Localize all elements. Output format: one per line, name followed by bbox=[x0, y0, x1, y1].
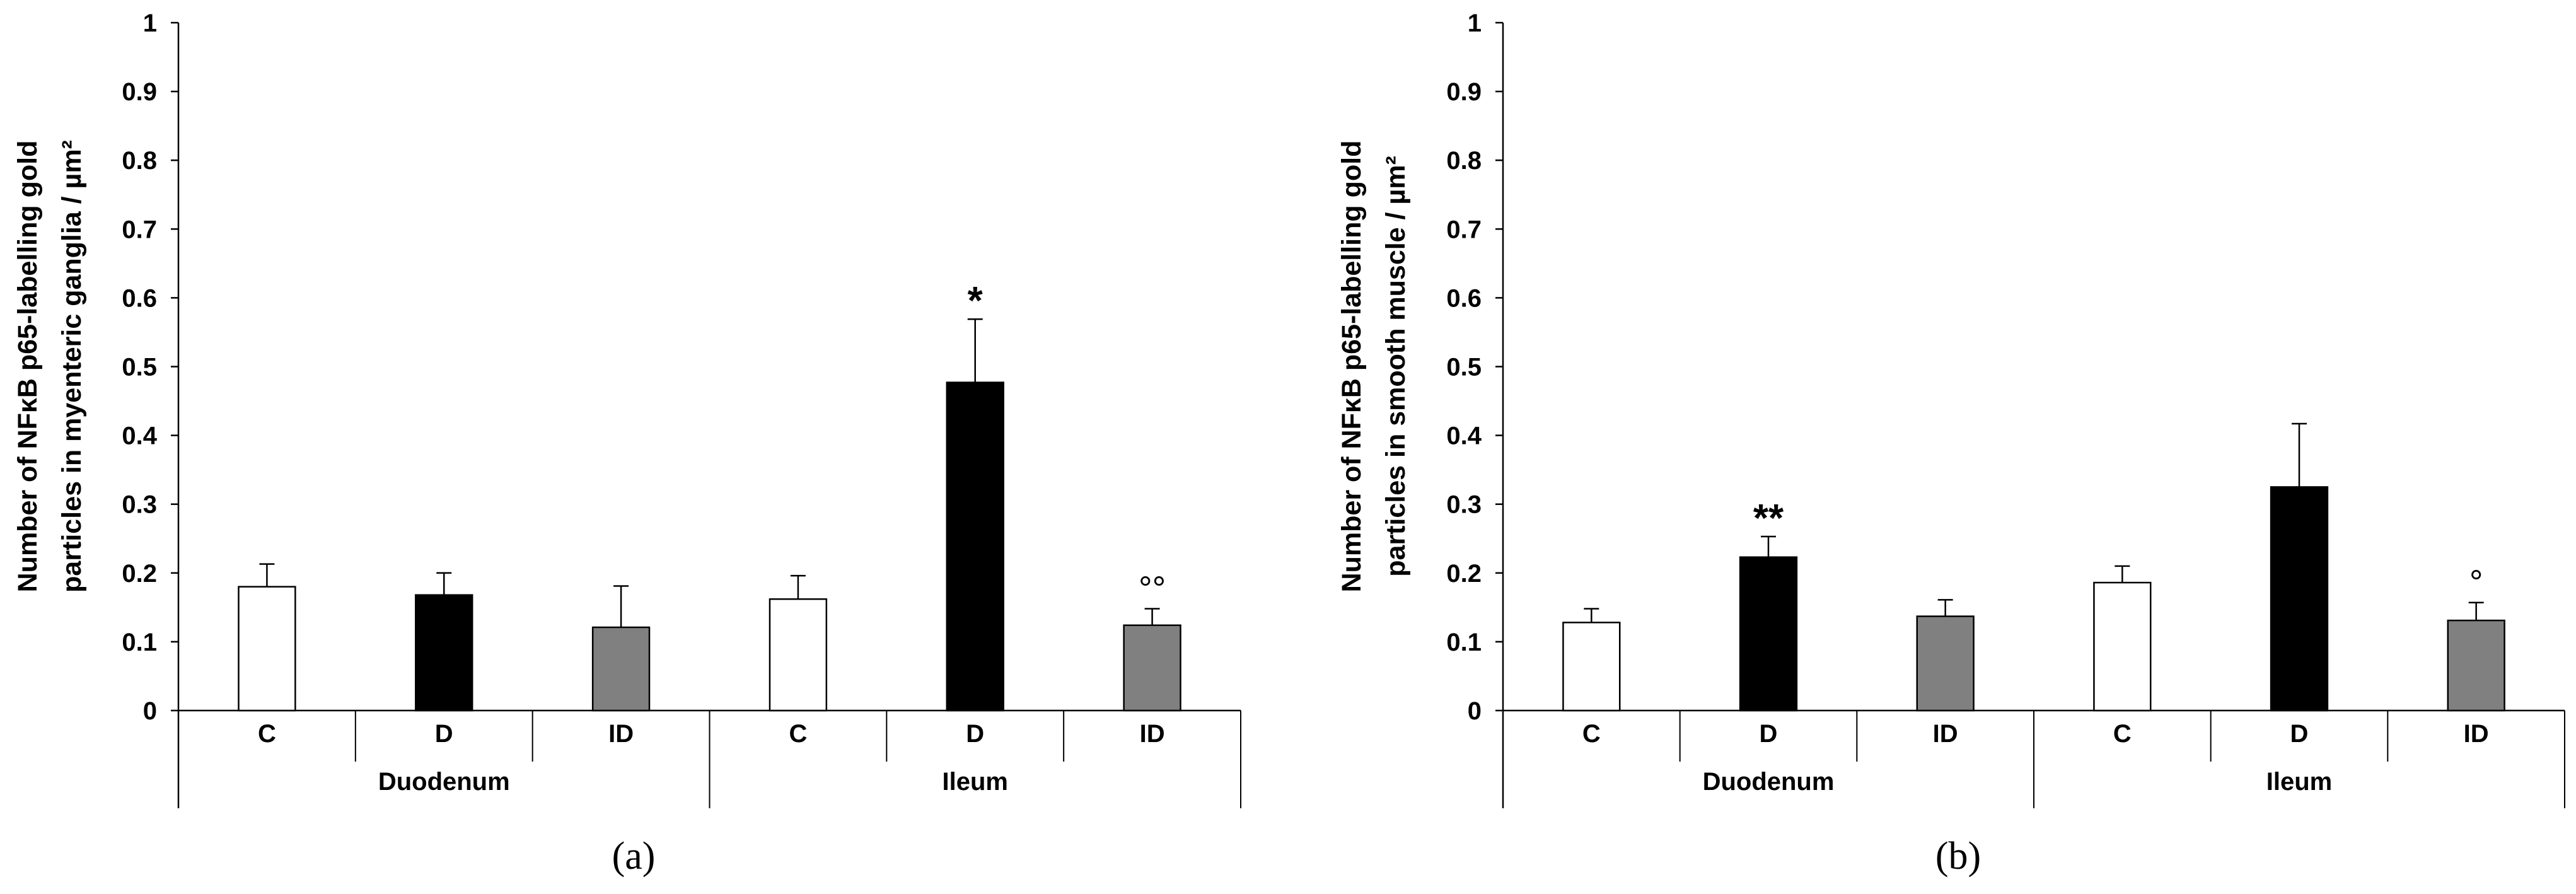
y-tick-label: 0 bbox=[1468, 697, 1482, 725]
significance-marker: ** bbox=[1753, 497, 1784, 540]
y-tick-label: 0.8 bbox=[1446, 147, 1482, 175]
bar bbox=[946, 381, 1004, 712]
category-label: C bbox=[2113, 720, 2132, 748]
y-tick-label: 0.1 bbox=[1446, 629, 1482, 656]
y-tick-label: 1 bbox=[1468, 9, 1482, 37]
category-label: C bbox=[258, 720, 276, 748]
y-tick-label: 0.7 bbox=[122, 216, 157, 243]
y-tick-label: 0.3 bbox=[122, 491, 157, 519]
y-tick-label: 0.2 bbox=[1446, 560, 1482, 588]
category-label: ID bbox=[2464, 720, 2489, 748]
y-axis-title-line2: particles in smooth muscle / µm² bbox=[1381, 156, 1411, 577]
y-axis-title-line1: Number of NFκB p65-labelling gold bbox=[1337, 141, 1367, 593]
group-label: Ileum bbox=[943, 768, 1008, 796]
bar bbox=[2093, 581, 2152, 712]
y-tick-label: 0.7 bbox=[1446, 216, 1482, 243]
y-tick-label: 0.4 bbox=[1446, 422, 1482, 450]
panel-label: (b) bbox=[1935, 835, 1981, 878]
y-tick-label: 0.5 bbox=[1446, 354, 1482, 381]
significance-marker: ° bbox=[2469, 564, 2483, 601]
significance-marker: * bbox=[968, 279, 983, 323]
bar bbox=[1123, 624, 1181, 712]
category-label: D bbox=[1760, 720, 1778, 748]
panel-label: (a) bbox=[612, 835, 656, 878]
group-label: Duodenum bbox=[378, 768, 510, 796]
category-label: C bbox=[1582, 720, 1601, 748]
bar bbox=[2447, 619, 2505, 712]
group-label: Duodenum bbox=[1703, 768, 1835, 796]
y-tick-label: 0.5 bbox=[122, 354, 157, 381]
y-tick-label: 0.8 bbox=[122, 147, 157, 175]
y-tick-label: 0.3 bbox=[1446, 491, 1482, 519]
y-tick-label: 1 bbox=[143, 9, 157, 37]
y-tick-label: 0.6 bbox=[1446, 284, 1482, 312]
bar bbox=[591, 626, 651, 712]
bar bbox=[1739, 556, 1798, 712]
y-tick-label: 0.9 bbox=[122, 78, 157, 106]
category-label: ID bbox=[1140, 720, 1165, 748]
y-tick-label: 0.4 bbox=[122, 422, 157, 450]
group-label: Ileum bbox=[2266, 768, 2332, 796]
bar bbox=[238, 586, 296, 712]
category-label: D bbox=[435, 720, 453, 748]
y-axis-title-line2: particles in myenteric ganglia / µm² bbox=[57, 140, 87, 593]
category-label: C bbox=[789, 720, 807, 748]
bar bbox=[1562, 622, 1621, 712]
y-tick-label: 0.2 bbox=[122, 560, 157, 588]
bar bbox=[1916, 615, 1975, 712]
y-tick-label: 0.6 bbox=[122, 284, 157, 312]
category-label: ID bbox=[1933, 720, 1958, 748]
y-axis-title-line1: Number of NFκB p65-labelling gold bbox=[13, 141, 43, 593]
y-tick-label: 0.1 bbox=[122, 629, 157, 656]
category-label: D bbox=[966, 720, 984, 748]
bar bbox=[2270, 486, 2329, 712]
y-tick-label: 0.9 bbox=[1446, 78, 1482, 106]
bar bbox=[415, 594, 473, 712]
bar bbox=[769, 598, 828, 712]
y-tick-label: 0 bbox=[143, 697, 157, 725]
category-label: ID bbox=[608, 720, 634, 748]
significance-marker: °° bbox=[1139, 570, 1166, 608]
category-label: D bbox=[2290, 720, 2309, 748]
